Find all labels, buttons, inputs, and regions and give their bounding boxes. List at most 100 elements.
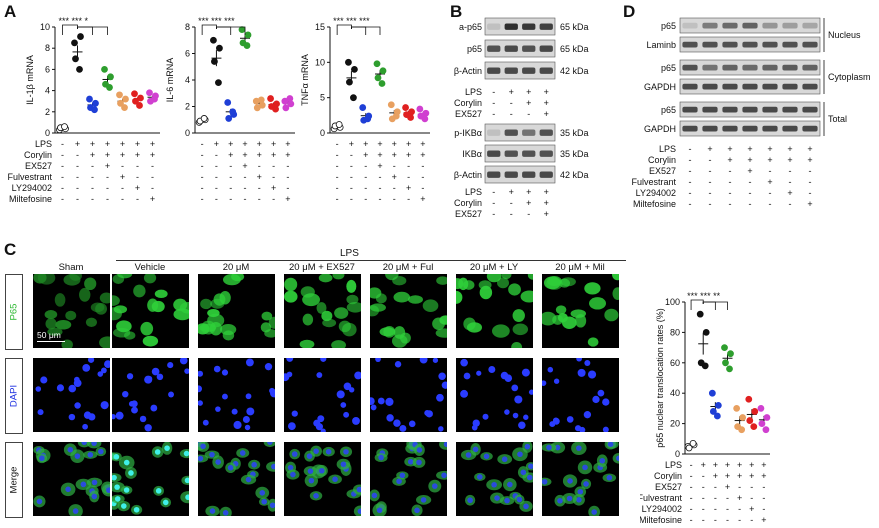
treatment-sign: - (91, 183, 94, 193)
micrograph-cells (456, 274, 533, 348)
data-point (282, 104, 290, 112)
nucleus (567, 478, 573, 484)
protein-band (487, 23, 501, 30)
treatment-sign: + (749, 471, 754, 481)
nucleus (476, 370, 482, 376)
treatment-sign: - (76, 183, 79, 193)
nucleus (584, 360, 591, 367)
treatment-sign: + (228, 150, 233, 160)
panel-letter-d: D (623, 2, 636, 21)
treatment-sign: + (349, 139, 354, 149)
nucleus (407, 458, 414, 465)
blot-kda: 65 kDa (560, 44, 589, 54)
treatment-label: LPS (465, 87, 482, 97)
treatment-sign: - (769, 166, 772, 176)
data-point (229, 108, 237, 116)
nucleus (245, 476, 252, 483)
data-point (757, 404, 765, 412)
treatment-sign: - (61, 172, 64, 182)
treatment-label: EX527 (25, 161, 52, 171)
cell (140, 321, 154, 336)
treatment-sign: + (544, 109, 549, 119)
cell (316, 302, 327, 314)
treatment-sign: - (714, 515, 717, 525)
protein-band (682, 64, 698, 71)
group-label: Total (828, 114, 847, 124)
data-point (238, 26, 246, 34)
nucleus (370, 404, 377, 411)
nucleus (154, 449, 161, 455)
data-point (351, 66, 358, 73)
data-point (136, 102, 143, 109)
nucleus (114, 496, 121, 502)
treatment-sign: - (789, 199, 792, 209)
treatment-sign: - (762, 504, 765, 514)
blot-label: p-IKBα (454, 128, 482, 138)
nucleus (233, 420, 242, 430)
nucleus (68, 384, 77, 393)
treatment-sign: + (242, 150, 247, 160)
y-axis-label: TNFα mRNA (300, 54, 310, 106)
blot-strip (484, 61, 556, 80)
data-point (751, 408, 759, 415)
micrograph (456, 442, 533, 516)
treatment-sign: + (509, 187, 514, 197)
data-point (72, 55, 79, 63)
sig-bracket (216, 26, 232, 35)
treatment-sign: - (738, 515, 741, 525)
nucleus (83, 411, 92, 419)
treatment-sign: + (392, 172, 397, 182)
cell (456, 278, 464, 290)
nucleus (357, 508, 361, 515)
treatment-sign: - (714, 493, 717, 503)
treatment-sign: + (807, 144, 812, 154)
nucleus (91, 442, 97, 446)
protein-band (504, 171, 518, 178)
treatment-sign: + (767, 144, 772, 154)
nucleus (122, 390, 129, 398)
nucleus (432, 358, 439, 363)
treatment-sign: + (90, 150, 95, 160)
nucleus (526, 474, 533, 481)
micrograph-cells (284, 274, 361, 348)
row-label: DAPI (5, 358, 23, 434)
nucleus (441, 381, 447, 389)
cell (512, 323, 529, 336)
nucleus (424, 410, 431, 416)
cell (439, 315, 447, 325)
treatment-sign: - (258, 194, 261, 204)
nucleus (97, 371, 104, 377)
treatment-sign: - (350, 150, 353, 160)
treatment-label: EX527 (649, 166, 676, 176)
treatment-sign: - (336, 172, 339, 182)
data-point (211, 58, 218, 65)
cell (520, 290, 533, 303)
cell (334, 307, 349, 319)
protein-band (742, 125, 758, 132)
treatment-sign: - (272, 194, 275, 204)
nucleus (592, 395, 600, 404)
treatment-sign: - (61, 139, 64, 149)
nucleus (81, 442, 88, 446)
treatment-label: Miltefosine (640, 515, 682, 525)
treatment-label: LPS (465, 187, 482, 197)
treatment-sign: - (364, 172, 367, 182)
nucleus (465, 452, 472, 458)
treatment-sign: + (767, 177, 772, 187)
treatment-sign: - (364, 183, 367, 193)
nucleus (318, 467, 325, 474)
nucleus (477, 474, 483, 480)
protein-band (539, 171, 553, 178)
treatment-sign: - (201, 161, 204, 171)
nucleus (460, 389, 469, 398)
protein-band (802, 41, 818, 48)
lps-bracket (116, 260, 626, 261)
treatment-sign: - (714, 482, 717, 492)
treatment-sign: - (689, 177, 692, 187)
micrograph (370, 358, 447, 432)
protein-band (522, 129, 536, 136)
nucleus (215, 459, 221, 465)
cell (112, 295, 120, 306)
